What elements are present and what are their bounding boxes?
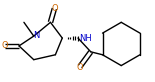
Text: N: N	[33, 31, 40, 40]
Text: NH: NH	[79, 34, 92, 43]
Text: O: O	[2, 41, 9, 50]
Text: O: O	[77, 63, 83, 72]
Text: O: O	[51, 4, 58, 13]
